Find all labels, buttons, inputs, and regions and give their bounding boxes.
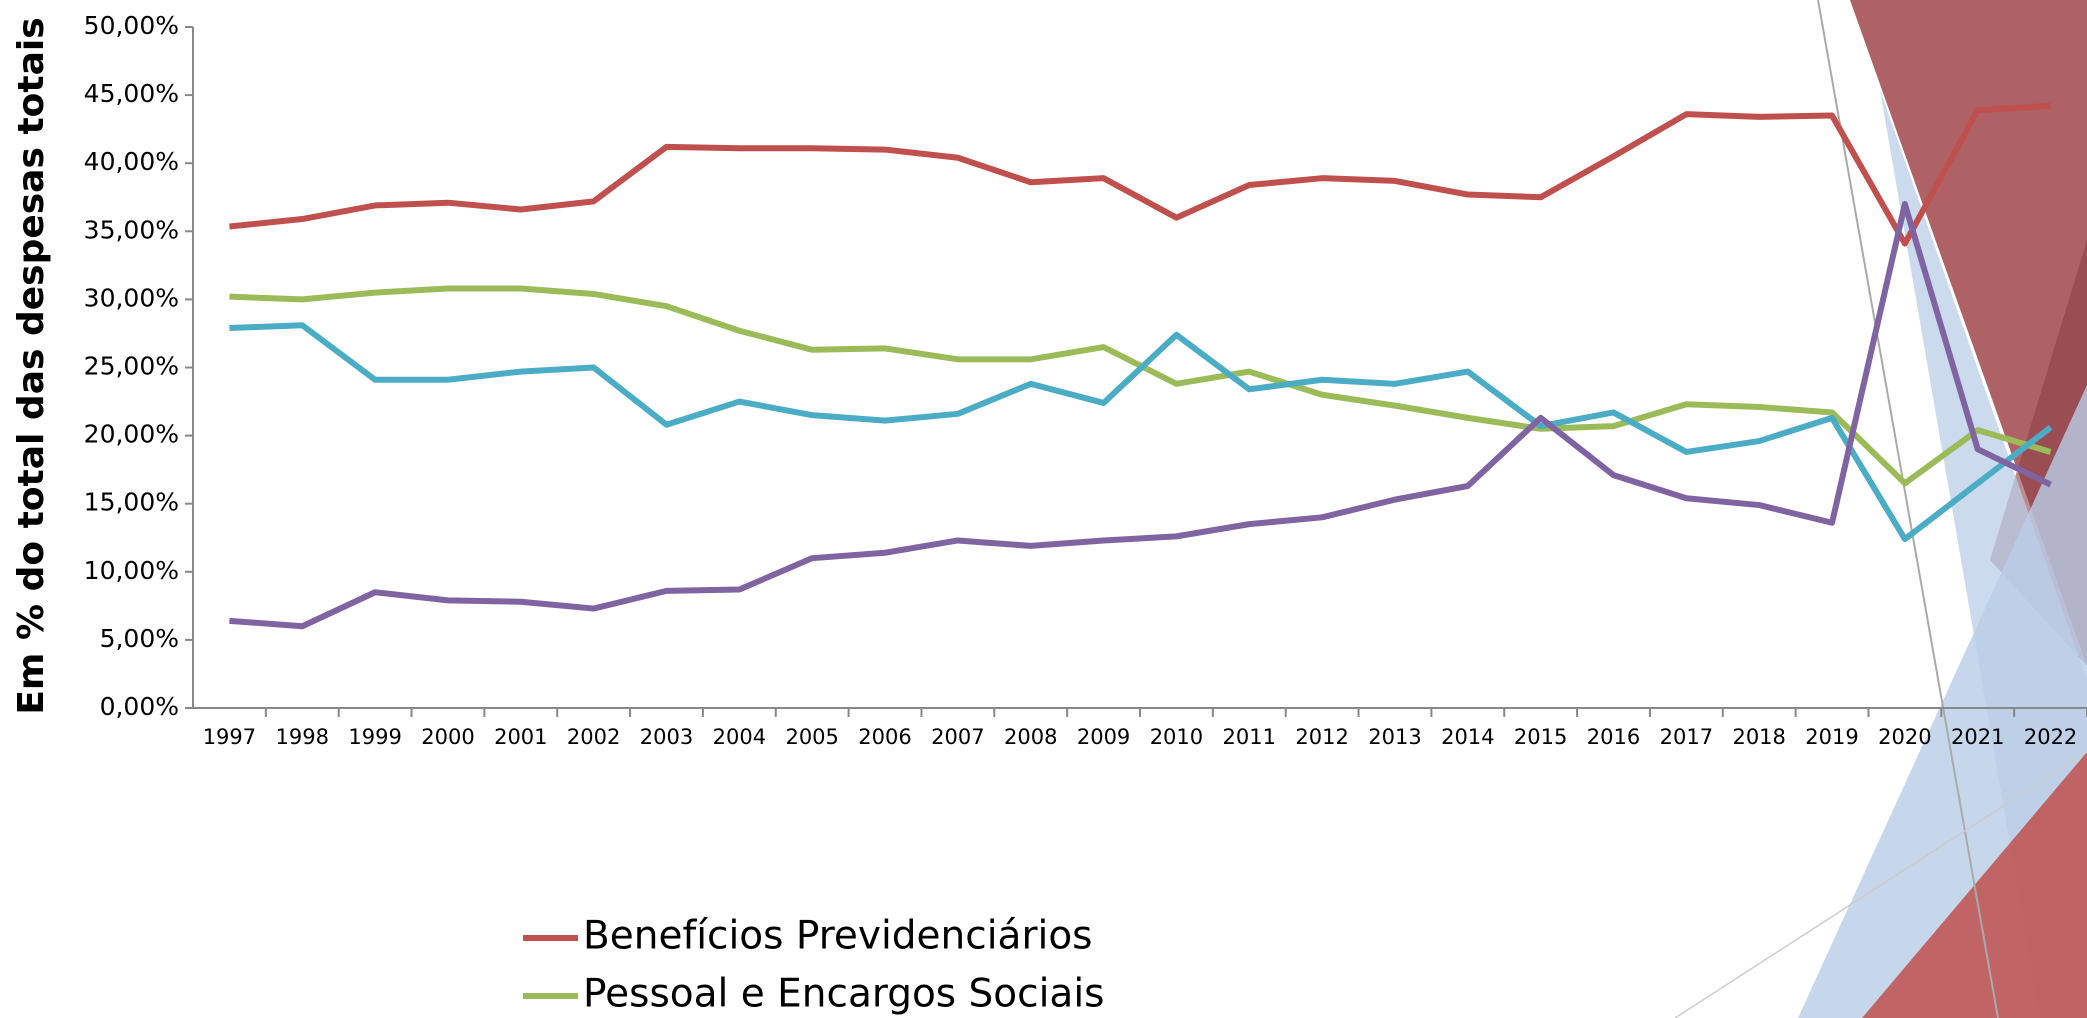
x-tick-label: 2011 — [1223, 725, 1276, 749]
y-tick-label: 45,00% — [84, 79, 179, 108]
x-tick-label: 2021 — [1951, 725, 2004, 749]
series-line — [229, 289, 2050, 484]
x-tick-label: 2007 — [931, 725, 984, 749]
series-line — [229, 204, 2050, 626]
x-tick-label: 2018 — [1732, 725, 1785, 749]
chart: Em % do total das despesas totais 0,00% 5… — [0, 0, 2087, 1018]
x-tick-label: 2003 — [640, 725, 693, 749]
y-tick-label: 10,00% — [84, 556, 179, 585]
x-tick-label: 2005 — [785, 725, 838, 749]
x-tick-label: 1997 — [203, 725, 256, 749]
y-tick-label: 0,00% — [100, 692, 179, 721]
x-tick-label: 2014 — [1441, 725, 1494, 749]
legend-label: Benefícios Previdenciários — [583, 914, 1093, 959]
y-tick-label: 25,00% — [84, 352, 179, 381]
x-tick-label: 2006 — [858, 725, 911, 749]
x-tick-label: 2001 — [494, 725, 547, 749]
x-tick-label: 2010 — [1150, 725, 1203, 749]
x-tick-label: 1999 — [348, 725, 401, 749]
x-tick-label: 1998 — [276, 725, 329, 749]
x-tick-label: 2002 — [567, 725, 620, 749]
legend-label: Pessoal e Encargos Sociais — [583, 972, 1104, 1017]
y-tick-label: 30,00% — [84, 283, 179, 312]
y-axis-label: Em % do total das despesas totais — [11, 17, 52, 714]
x-tick-label: 2019 — [1805, 725, 1858, 749]
y-tick-label: 35,00% — [84, 215, 179, 244]
y-tick-label: 15,00% — [84, 488, 179, 517]
x-tick-label: 2013 — [1368, 725, 1421, 749]
x-tick-label: 2020 — [1878, 725, 1931, 749]
y-tick-label: 50,00% — [84, 11, 179, 40]
page: {"chart_data": {"type": "line", "y_label… — [0, 0, 2087, 1018]
decoration — [1675, 0, 2087, 1018]
y-tick-label: 5,00% — [100, 624, 179, 653]
x-tick-label: 2015 — [1514, 725, 1567, 749]
y-tick-label: 20,00% — [84, 420, 179, 449]
x-tick-label: 2012 — [1295, 725, 1348, 749]
x-tick-label: 2008 — [1004, 725, 1057, 749]
y-tick-label: 40,00% — [84, 147, 179, 176]
x-tick-label: 2017 — [1660, 725, 1713, 749]
x-tick-label: 2000 — [421, 725, 474, 749]
x-tick-label: 2009 — [1077, 725, 1130, 749]
x-tick-label: 2004 — [713, 725, 766, 749]
series-line — [229, 106, 2050, 244]
x-tick-label: 2022 — [2024, 725, 2077, 749]
x-tick-label: 2016 — [1587, 725, 1640, 749]
